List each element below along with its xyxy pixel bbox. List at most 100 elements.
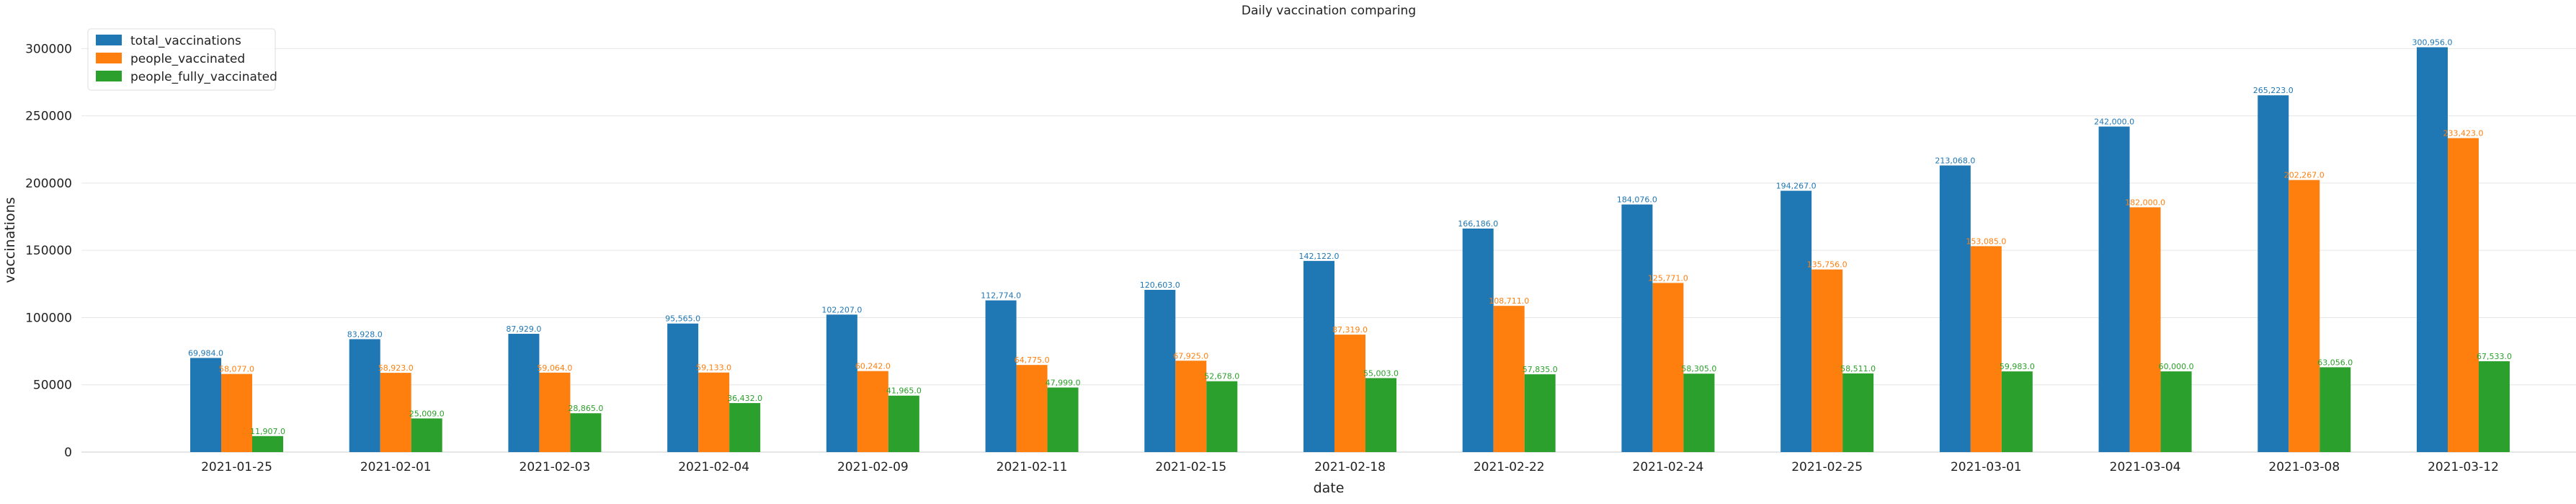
- data-label: 36,432.0: [727, 394, 762, 403]
- x-tick-label: 2021-02-22: [1474, 460, 1545, 474]
- bar-people_fully_vaccinated-2021-02-04: [729, 403, 761, 452]
- data-label: 41,965.0: [886, 386, 922, 396]
- x-tick-label: 2021-02-11: [997, 460, 1068, 474]
- data-label: 233,423.0: [2443, 129, 2484, 138]
- x-tick-labels: 2021-01-25 2021-02-01 2021-02-03 2021-02-04…: [201, 460, 2499, 474]
- data-label: 67,533.0: [2477, 352, 2512, 361]
- data-label: 69,984.0: [188, 348, 223, 358]
- data-label: 120,603.0: [1140, 280, 1180, 290]
- y-tick-label: 0: [64, 446, 72, 460]
- bar-total_vaccinations-2021-02-04: [667, 323, 699, 452]
- data-labels: 69,984.0 58,077.0 11,907.0 83,928.0 58,923.0…: [188, 38, 2512, 436]
- legend-label: people_vaccinated: [130, 52, 245, 66]
- legend: total_vaccinations people_vaccinatedpeopl…: [87, 28, 277, 91]
- data-label: 25,009.0: [409, 409, 445, 418]
- y-tick-label: 300000: [25, 42, 72, 56]
- x-tick-label: 2021-02-18: [1314, 460, 1386, 474]
- bar-people_vaccinated-2021-02-09: [857, 371, 888, 452]
- data-label: 28,865.0: [568, 404, 603, 413]
- legend-label: people_fully_vaccinated: [130, 70, 277, 84]
- data-label: 83,928.0: [347, 330, 383, 339]
- bar-total_vaccinations-2021-03-01: [1939, 165, 1971, 453]
- x-tick-label: 2021-03-08: [2268, 460, 2340, 474]
- y-tick-label: 200000: [25, 177, 72, 191]
- bar-total_vaccinations-2021-02-09: [826, 314, 857, 452]
- bar-people_vaccinated-2021-02-01: [380, 373, 411, 452]
- bar-total_vaccinations-2021-02-24: [1621, 204, 1653, 452]
- data-label: 213,068.0: [1935, 156, 1975, 165]
- data-label: 67,925.0: [1173, 351, 1208, 361]
- legend-box: [87, 28, 276, 91]
- bar-people_fully_vaccinated-2021-01-25: [252, 436, 283, 452]
- bar-people_fully_vaccinated-2021-02-18: [1365, 378, 1396, 452]
- data-label: 58,511.0: [1840, 364, 1876, 373]
- data-label: 95,565.0: [665, 314, 700, 324]
- data-label: 87,319.0: [1332, 325, 1368, 335]
- bar-people_vaccinated-2021-03-01: [1970, 246, 2002, 452]
- data-label: 57,835.0: [1523, 365, 1558, 374]
- legend-swatch: [96, 35, 122, 45]
- x-tick-label: 2021-03-04: [2110, 460, 2181, 474]
- bars-layer: [190, 47, 2510, 453]
- data-label: 64,775.0: [1015, 355, 1050, 365]
- legend-swatch: [96, 71, 122, 81]
- data-label: 59,983.0: [2000, 362, 2035, 371]
- data-label: 52,678.0: [1204, 372, 1239, 381]
- x-tick-label: 2021-02-25: [1791, 460, 1863, 474]
- bar-people_fully_vaccinated-2021-03-04: [2160, 371, 2192, 452]
- data-label: 166,186.0: [1458, 219, 1498, 229]
- bar-people_vaccinated-2021-03-08: [2288, 180, 2320, 452]
- data-label: 184,076.0: [1617, 195, 1657, 205]
- bar-people_vaccinated-2021-02-11: [1016, 365, 1048, 452]
- data-label: 47,999.0: [1046, 378, 1081, 387]
- bar-people_fully_vaccinated-2021-02-25: [1842, 373, 1874, 452]
- y-tick-label: 100000: [25, 311, 72, 325]
- data-label: 135,756.0: [1807, 260, 1848, 270]
- y-tick-label: 250000: [25, 110, 72, 124]
- bar-people_fully_vaccinated-2021-03-12: [2479, 361, 2510, 452]
- bar-people_vaccinated-2021-02-25: [1811, 269, 1843, 452]
- data-label: 202,267.0: [2284, 171, 2325, 180]
- bar-people_vaccinated-2021-02-24: [1652, 283, 1684, 452]
- data-label: 87,929.0: [506, 324, 541, 334]
- x-tick-label: 2021-02-15: [1155, 460, 1226, 474]
- y-axis-label: vaccinations: [2, 197, 18, 283]
- x-tick-label: 2021-01-25: [201, 460, 272, 474]
- x-axis-label: date: [1314, 480, 1345, 496]
- bar-people_vaccinated-2021-02-03: [539, 372, 571, 452]
- data-label: 11,907.0: [250, 427, 285, 436]
- data-label: 58,305.0: [1681, 364, 1716, 373]
- data-label: 63,056.0: [2317, 358, 2353, 367]
- bar-people_fully_vaccinated-2021-02-03: [570, 413, 602, 452]
- data-label: 60,242.0: [855, 362, 891, 371]
- bar-total_vaccinations-2021-03-04: [2098, 126, 2130, 453]
- data-label: 300,956.0: [2412, 38, 2453, 48]
- data-label: 265,223.0: [2253, 86, 2294, 95]
- bar-people_fully_vaccinated-2021-02-15: [1206, 381, 1238, 452]
- data-label: 102,207.0: [821, 305, 862, 314]
- bar-people_vaccinated-2021-02-18: [1334, 335, 1365, 452]
- bar-total_vaccinations-2021-03-12: [2417, 47, 2448, 453]
- data-label: 142,122.0: [1299, 252, 1340, 261]
- data-label: 242,000.0: [2094, 118, 2134, 127]
- x-tick-label: 2021-02-03: [520, 460, 591, 474]
- data-label: 153,085.0: [1966, 236, 2006, 246]
- data-label: 58,923.0: [378, 363, 414, 373]
- bar-people_vaccinated-2021-01-25: [221, 373, 252, 452]
- y-tick-labels: 0 50000 100000 150000 200000 250000 300000: [25, 42, 72, 460]
- bar-total_vaccinations-2021-02-25: [1781, 190, 1812, 452]
- bar-people_fully_vaccinated-2021-02-22: [1524, 374, 1556, 452]
- x-tick-label: 2021-03-12: [2428, 460, 2499, 474]
- chart-title: Daily vaccination comparing: [1242, 4, 1416, 18]
- y-tick-label: 50000: [33, 379, 72, 393]
- bar-total_vaccinations-2021-03-08: [2258, 95, 2289, 452]
- bar-people_fully_vaccinated-2021-02-11: [1047, 387, 1079, 452]
- data-label: 112,774.0: [981, 291, 1021, 301]
- bar-total_vaccinations-2021-02-18: [1303, 260, 1334, 452]
- x-tick-label: 2021-02-09: [837, 460, 909, 474]
- bar-total_vaccinations-2021-02-03: [508, 333, 540, 452]
- x-tick-label: 2021-02-01: [360, 460, 432, 474]
- bar-people_vaccinated-2021-03-12: [2448, 138, 2479, 453]
- data-label: 182,000.0: [2125, 198, 2165, 207]
